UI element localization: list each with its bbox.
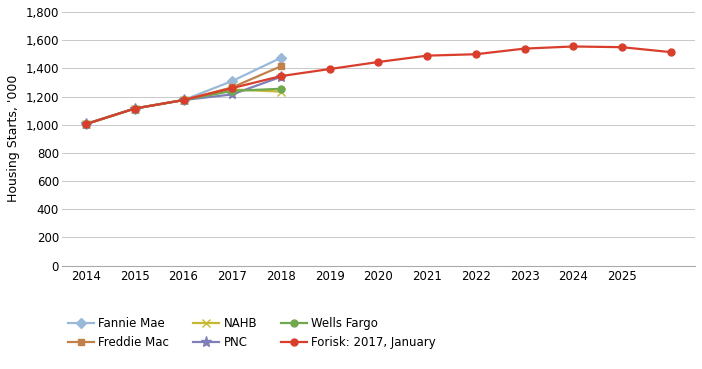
Forisk: 2017, January: (2.02e+03, 1.12e+03): 2017, January: (2.02e+03, 1.12e+03) <box>131 106 139 111</box>
Forisk: 2017, January: (2.02e+03, 1.44e+03): 2017, January: (2.02e+03, 1.44e+03) <box>374 60 383 64</box>
Wells Fargo <box>82 122 91 126</box>
NAHB <box>179 98 187 102</box>
Line: Forisk: 2017, January: Forisk: 2017, January <box>83 43 674 127</box>
NAHB <box>277 89 285 94</box>
PNC <box>82 122 91 126</box>
NAHB <box>131 106 139 111</box>
Line: NAHB: NAHB <box>82 85 285 128</box>
Line: PNC: PNC <box>81 71 286 130</box>
Wells Fargo <box>228 89 237 93</box>
Forisk: 2017, January: (2.03e+03, 1.52e+03): 2017, January: (2.03e+03, 1.52e+03) <box>666 50 675 54</box>
Freddie Mac <box>228 85 237 90</box>
Y-axis label: Housing Starts, '000: Housing Starts, '000 <box>7 75 20 203</box>
Legend: Fannie Mae, Freddie Mac, NAHB, PNC, Wells Fargo, Forisk: 2017, January: Fannie Mae, Freddie Mac, NAHB, PNC, Well… <box>67 317 436 349</box>
Wells Fargo <box>277 87 285 91</box>
Fannie Mae <box>179 98 187 102</box>
Fannie Mae <box>131 106 139 111</box>
Freddie Mac <box>179 98 187 102</box>
Line: Fannie Mae: Fannie Mae <box>83 54 284 127</box>
PNC <box>131 106 139 111</box>
Forisk: 2017, January: (2.01e+03, 1e+03): 2017, January: (2.01e+03, 1e+03) <box>82 122 91 126</box>
PNC <box>277 75 285 79</box>
Forisk: 2017, January: (2.02e+03, 1.49e+03): 2017, January: (2.02e+03, 1.49e+03) <box>423 54 431 58</box>
Forisk: 2017, January: (2.02e+03, 1.18e+03): 2017, January: (2.02e+03, 1.18e+03) <box>179 98 187 102</box>
Fannie Mae <box>228 79 237 83</box>
Forisk: 2017, January: (2.02e+03, 1.56e+03): 2017, January: (2.02e+03, 1.56e+03) <box>569 44 578 49</box>
NAHB <box>82 122 91 126</box>
Freddie Mac <box>131 106 139 111</box>
Wells Fargo <box>179 98 187 102</box>
Forisk: 2017, January: (2.02e+03, 1.5e+03): 2017, January: (2.02e+03, 1.5e+03) <box>472 52 480 56</box>
Forisk: 2017, January: (2.02e+03, 1.34e+03): 2017, January: (2.02e+03, 1.34e+03) <box>277 74 285 78</box>
PNC <box>228 92 237 97</box>
Forisk: 2017, January: (2.02e+03, 1.4e+03): 2017, January: (2.02e+03, 1.4e+03) <box>326 67 334 71</box>
Wells Fargo <box>131 106 139 111</box>
Line: Freddie Mac: Freddie Mac <box>83 63 284 127</box>
NAHB <box>228 87 237 92</box>
Forisk: 2017, January: (2.02e+03, 1.26e+03): 2017, January: (2.02e+03, 1.26e+03) <box>228 86 237 90</box>
Fannie Mae <box>82 122 91 126</box>
Fannie Mae <box>277 56 285 60</box>
Freddie Mac <box>82 122 91 126</box>
PNC <box>179 98 187 102</box>
Line: Wells Fargo: Wells Fargo <box>83 85 284 127</box>
Freddie Mac <box>277 64 285 68</box>
Forisk: 2017, January: (2.02e+03, 1.54e+03): 2017, January: (2.02e+03, 1.54e+03) <box>520 46 529 51</box>
Forisk: 2017, January: (2.02e+03, 1.55e+03): 2017, January: (2.02e+03, 1.55e+03) <box>618 45 626 49</box>
